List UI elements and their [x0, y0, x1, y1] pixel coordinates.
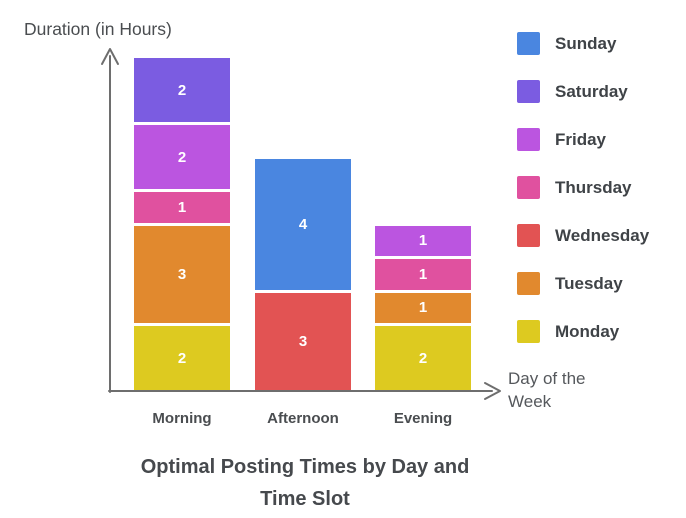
x-axis-category-label: Morning	[152, 410, 212, 427]
chart-title-line1: Optimal Posting Times by Day and	[140, 456, 470, 478]
legend-item-friday: Friday	[517, 128, 649, 151]
legend-label: Saturday	[555, 81, 628, 101]
y-axis-title: Duration (in Hours)	[24, 19, 172, 39]
bar-segment-wednesday: 3	[255, 292, 351, 390]
bar-value-label: 2	[177, 148, 187, 166]
x-axis-arrowhead-icon	[484, 382, 501, 400]
legend-item-sunday: Sunday	[517, 32, 649, 55]
x-axis-category-label: Evening	[393, 410, 453, 427]
x-axis-category-label: Afternoon	[267, 410, 339, 427]
bar-segment-monday: 2	[134, 326, 230, 390]
bar-segment-thursday: 1	[134, 192, 230, 223]
chart-title: Optimal Posting Times by Day and Time Sl…	[85, 451, 525, 515]
bar-segment-thursday: 1	[375, 259, 471, 290]
bar-segment-monday: 2	[375, 326, 471, 390]
bar-segment-sunday: 4	[255, 158, 351, 290]
bar-segment-saturday: 2	[134, 58, 230, 122]
x-axis-title: Day of the Week	[508, 367, 586, 413]
bar-segment-tuesday: 1	[375, 292, 471, 323]
legend-swatch-icon	[517, 128, 540, 151]
bar-morning: 2 3 1 2 2	[134, 58, 230, 390]
legend-item-monday: Monday	[517, 320, 649, 343]
x-axis-title-line1: Day of the	[508, 369, 586, 388]
x-axis-title-line2: Week	[508, 392, 552, 411]
bar-value-label: 1	[418, 232, 428, 250]
bar-segment-friday: 2	[134, 125, 230, 189]
y-axis-arrowhead-icon	[101, 48, 119, 65]
legend-swatch-icon	[517, 320, 540, 343]
bar-value-label: 3	[177, 265, 187, 283]
bar-value-label: 2	[177, 349, 187, 367]
bar-value-label: 1	[418, 265, 428, 283]
legend-item-wednesday: Wednesday	[517, 224, 649, 247]
legend-label: Wednesday	[555, 225, 650, 245]
legend-label: Friday	[555, 129, 607, 149]
legend: Sunday Saturday Friday Thursday Wednesday Tue…	[517, 32, 649, 368]
bar-value-label: 4	[298, 215, 308, 233]
bar-evening: 2 1 1 1	[375, 225, 471, 390]
chart-title-line2: Time Slot	[260, 488, 350, 510]
legend-label: Tuesday	[555, 273, 623, 293]
bar-value-label: 2	[177, 81, 187, 99]
legend-label: Monday	[555, 321, 620, 341]
legend-label: Sunday	[555, 33, 617, 53]
legend-swatch-icon	[517, 224, 540, 247]
legend-swatch-icon	[517, 80, 540, 103]
bar-value-label: 2	[418, 349, 428, 367]
bar-value-label: 3	[298, 332, 308, 350]
legend-item-thursday: Thursday	[517, 176, 649, 199]
bar-segment-tuesday: 3	[134, 225, 230, 323]
bar-value-label: 1	[418, 299, 428, 317]
legend-swatch-icon	[517, 272, 540, 295]
legend-label: Thursday	[555, 177, 632, 197]
bar-value-label: 1	[177, 198, 187, 216]
legend-item-tuesday: Tuesday	[517, 272, 649, 295]
bar-segment-friday: 1	[375, 225, 471, 256]
legend-swatch-icon	[517, 176, 540, 199]
legend-swatch-icon	[517, 32, 540, 55]
legend-item-saturday: Saturday	[517, 80, 649, 103]
